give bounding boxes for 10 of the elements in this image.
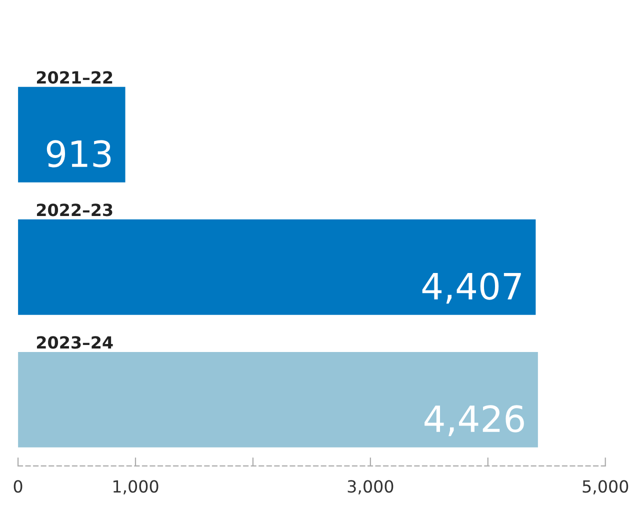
x-tick-label: 1,000 [113,480,158,494]
data-label: 4,426 [424,405,524,436]
data-label: 913 [46,140,111,168]
y-tick-label: 2021–22 [36,71,112,84]
x-tick-label: 0 [14,480,22,493]
x-tick-label: 3,000 [348,480,394,494]
x-tick-label: 5,000 [582,480,628,494]
data-label: 4,407 [422,272,521,304]
y-tick-label: 2023–24 [36,336,113,349]
y-tick-label: 2022–23 [36,204,112,216]
